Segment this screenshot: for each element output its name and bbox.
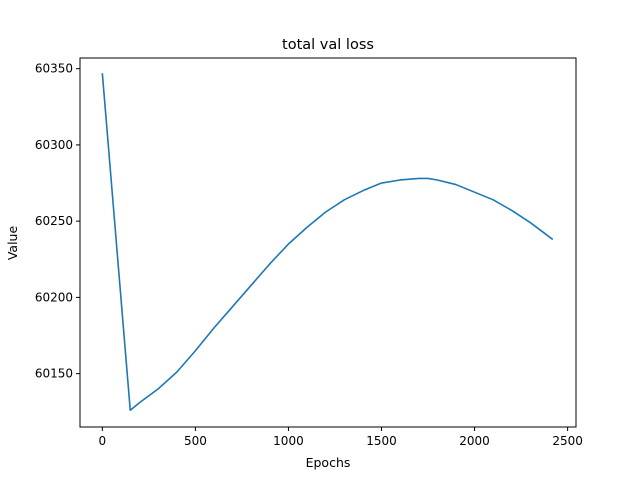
- y-tick-label: 60200: [35, 290, 73, 304]
- x-tick-label: 2500: [552, 434, 583, 448]
- y-tick-label: 60300: [35, 138, 73, 152]
- plot-series: [101, 73, 554, 412]
- x-tick-label: 500: [184, 434, 207, 448]
- y-tick-label: 60350: [35, 62, 73, 76]
- y-tick-label: 60150: [35, 367, 73, 381]
- y-axis-label: Value: [5, 226, 20, 261]
- series-line: [101, 73, 554, 412]
- x-tick-label: 2000: [459, 434, 490, 448]
- x-tick-label: 0: [99, 434, 107, 448]
- y-tick-label: 60250: [35, 214, 73, 228]
- axes-frame: [79, 57, 577, 428]
- chart-title: total val loss: [282, 37, 374, 53]
- x-axis-label: Epochs: [306, 455, 351, 470]
- x-tick-label: 1000: [273, 434, 304, 448]
- x-tick-label: 1500: [366, 434, 397, 448]
- axis-ticks: 0 500 1000 1500 2000 2500 60150 60200 60250 60300…: [35, 62, 583, 448]
